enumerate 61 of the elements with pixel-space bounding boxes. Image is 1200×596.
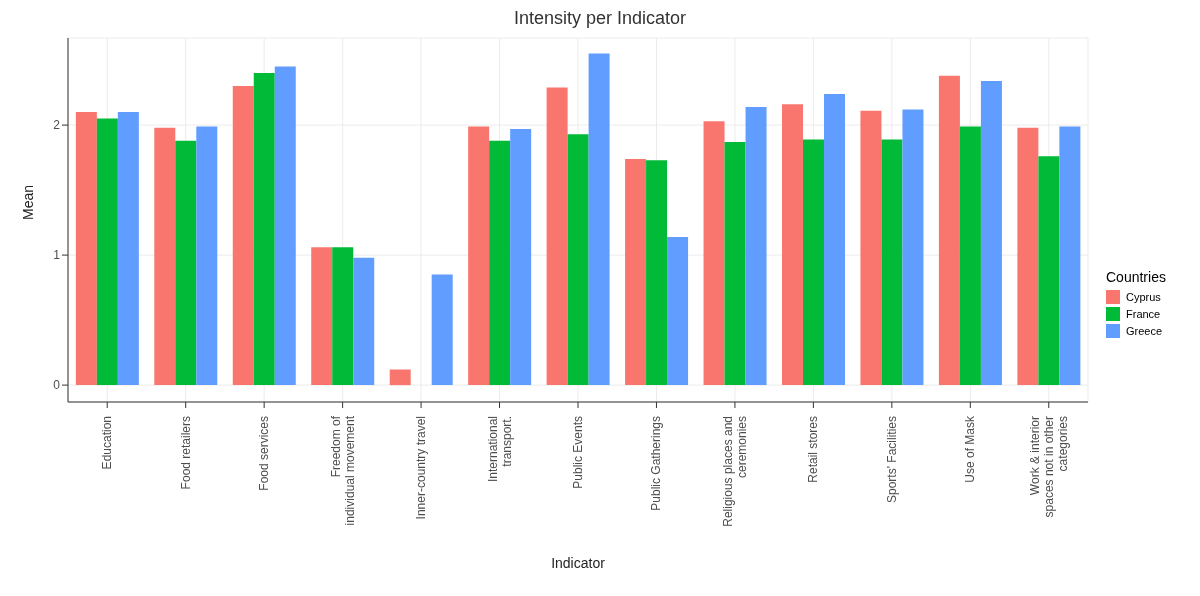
legend-label: Greece [1125, 324, 1164, 339]
bar [803, 139, 824, 386]
x-tick-label: Food retailers [178, 416, 193, 490]
bar [824, 93, 845, 386]
bar [860, 110, 882, 386]
x-tick-label: Use of Mask [963, 415, 978, 483]
y-tick-label: 1 [53, 248, 61, 263]
bar [353, 257, 375, 386]
x-tick-label: Freedom of individual movement [328, 415, 357, 526]
bar [96, 118, 118, 386]
y-tick-label: 2 [53, 118, 61, 133]
legend-title: Countries [1106, 268, 1166, 285]
legend-label: Cyprus [1125, 290, 1162, 305]
bar [724, 142, 746, 386]
bar [546, 87, 568, 386]
bar [1059, 126, 1081, 386]
bar [959, 126, 981, 386]
bar [468, 126, 490, 386]
bar [311, 247, 333, 386]
bar [881, 139, 903, 386]
bar [646, 160, 668, 386]
x-tick-label: Work & interior spaces not in other categories [1027, 416, 1070, 518]
bar [703, 121, 725, 386]
bar [232, 86, 254, 386]
bar [196, 126, 218, 386]
x-tick-label: Food services [257, 416, 272, 491]
bar [332, 247, 354, 386]
bar [389, 369, 411, 386]
bar [431, 274, 453, 386]
x-tick-label: Retail stores [806, 416, 821, 483]
bar [253, 73, 275, 386]
bar [567, 134, 589, 386]
bar [489, 140, 511, 386]
x-tick-label: Public Gatherings [649, 416, 664, 511]
bar [588, 53, 610, 386]
bar [782, 104, 803, 386]
x-tick-label: International transport. [485, 416, 514, 483]
x-tick-label: Inner-country travel [414, 416, 429, 520]
legend-label: France [1125, 307, 1162, 322]
bar [117, 112, 139, 386]
bar [175, 140, 197, 386]
bar [667, 236, 689, 386]
bar [938, 75, 960, 386]
x-tick-label: Public Events [571, 416, 585, 489]
bar [154, 127, 176, 386]
bar [510, 129, 532, 386]
bar [625, 158, 647, 386]
x-tick-label: Religious places and ceremonies [720, 416, 749, 527]
y-tick-label: 0 [53, 378, 61, 393]
bar [75, 112, 97, 386]
y-axis-title: Mean [19, 184, 36, 220]
bar [980, 80, 1002, 386]
bar [274, 66, 296, 386]
x-tick-label: Sports' Facilities [884, 416, 899, 503]
x-tick-label: Education [100, 416, 115, 470]
bar [745, 106, 767, 386]
bar [1017, 127, 1039, 386]
chart-title: Intensity per Indicator [512, 8, 688, 30]
x-axis-title: Indicator [551, 555, 606, 571]
bar [902, 109, 924, 386]
bar [1038, 156, 1060, 386]
